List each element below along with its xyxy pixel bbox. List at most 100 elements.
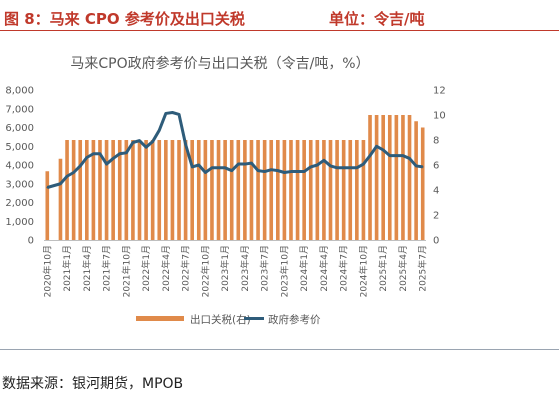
reference-price-point [191, 166, 193, 168]
tax-bar [223, 140, 227, 240]
reference-price-point [145, 146, 147, 148]
legend: 出口关税(右) 政府参考价 [136, 313, 321, 326]
tax-bar [315, 140, 320, 240]
tax-bar [249, 140, 254, 240]
reference-price-point [132, 141, 134, 144]
reference-price-point [138, 139, 141, 142]
reference-price-point [395, 154, 398, 157]
tax-bar [196, 140, 201, 240]
tax-bar [256, 140, 260, 240]
tax-bar [414, 121, 418, 240]
y-right-tick-label: 8 [433, 136, 439, 147]
tax-bar [78, 140, 83, 240]
reference-price-point [277, 169, 279, 172]
x-tick-label: 2024年1月 [298, 245, 310, 292]
footer-divider [0, 349, 559, 350]
tax-bar [85, 140, 89, 240]
tax-bar [295, 140, 300, 240]
reference-price-point [309, 166, 312, 168]
reference-price-point [158, 129, 161, 132]
reference-price-point [197, 164, 200, 166]
tax-bar [157, 140, 162, 240]
reference-price-point [72, 171, 75, 174]
tax-bar [104, 140, 109, 240]
x-tick-label: 2024年7月 [338, 245, 350, 292]
tax-bar [276, 140, 280, 240]
y-right-tick-label: 2 [433, 211, 439, 222]
tax-bar [150, 140, 155, 240]
reference-price-point [382, 149, 384, 151]
tax-bar [328, 140, 333, 240]
reference-price-point [356, 167, 358, 169]
reference-price-point [283, 171, 286, 174]
tax-bar [361, 140, 366, 240]
x-tick-label: 2022年7月 [180, 245, 192, 292]
y-right-tick-label: 0 [433, 236, 439, 247]
figure-label: 图 8：马来 CPO 参考价及出口关税 [4, 10, 245, 28]
tax-bar [170, 140, 175, 240]
tax-bar [58, 158, 63, 240]
x-tick-label: 2021年10月 [120, 245, 132, 297]
reference-price-point [316, 164, 319, 166]
reference-price-point [171, 111, 174, 114]
y-right-tick-label: 12 [433, 86, 446, 97]
tax-bar [124, 140, 129, 240]
reference-price-point [99, 152, 101, 155]
x-tick-label: 2023年1月 [219, 245, 231, 292]
unit-label: 单位：令吉/吨 [329, 10, 425, 28]
reference-price-point [408, 157, 411, 160]
tax-bar [394, 115, 399, 240]
x-tick-label: 2023年7月 [259, 245, 271, 292]
figure-header: 图 8：马来 CPO 参考价及出口关税 单位：令吉/吨 [0, 0, 559, 31]
tax-bar [111, 140, 115, 240]
x-tick-label: 2020年10月 [41, 245, 53, 297]
reference-price-point [250, 162, 253, 164]
reference-price-point [244, 163, 246, 165]
legend-label-line: 政府参考价 [268, 313, 321, 326]
x-tick-label: 2023年10月 [278, 245, 290, 297]
reference-price-point [59, 182, 62, 185]
y-left-tick-label: 3,000 [5, 179, 34, 190]
x-tick-label: 2021年1月 [61, 245, 73, 292]
reference-price-point [369, 154, 371, 157]
tax-bar [348, 140, 353, 240]
tax-bar [308, 140, 313, 240]
reference-price-point [329, 165, 332, 167]
reference-price-point [375, 145, 378, 148]
tax-bar [98, 140, 102, 240]
reference-price-point [296, 170, 299, 173]
tax-bar [71, 140, 76, 240]
reference-price-point [362, 163, 365, 165]
tax-bar [243, 140, 247, 240]
x-tick-label: 2022年4月 [160, 245, 172, 292]
tax-bar [355, 140, 359, 240]
axes-layer: 0 1,000 2,000 3,000 4,000 5,000 6,000 7,000 8,00… [5, 86, 445, 298]
tax-bar [117, 140, 122, 240]
y-left-tick-label: 6,000 [5, 123, 34, 134]
line-layer [46, 111, 424, 189]
reference-price-point [204, 171, 207, 174]
tax-bar [236, 140, 241, 240]
reference-price-point [211, 167, 213, 169]
x-tick-label: 2025年7月 [417, 245, 429, 292]
reference-price-point [53, 184, 55, 187]
tax-bar [420, 127, 425, 240]
tax-bar [203, 140, 208, 240]
tax-bar [210, 140, 214, 240]
x-tick-label: 2021年7月 [101, 245, 113, 292]
y-right-tick-label: 4 [433, 186, 439, 197]
reference-price-point [388, 154, 391, 157]
tax-bar [144, 140, 148, 240]
tax-bar [374, 115, 379, 240]
tax-bar [302, 140, 306, 240]
x-tick-label: 2024年10月 [357, 245, 369, 297]
reference-price-point [79, 165, 82, 167]
tax-bar [190, 140, 194, 240]
reference-price-point [178, 113, 180, 116]
bars-layer [45, 115, 425, 240]
y-right-tick-label: 10 [433, 111, 446, 122]
legend-swatch-bar [136, 316, 184, 321]
reference-price-point [125, 152, 128, 154]
y-left-tick-label: 8,000 [5, 86, 34, 97]
tax-bar [407, 115, 412, 240]
